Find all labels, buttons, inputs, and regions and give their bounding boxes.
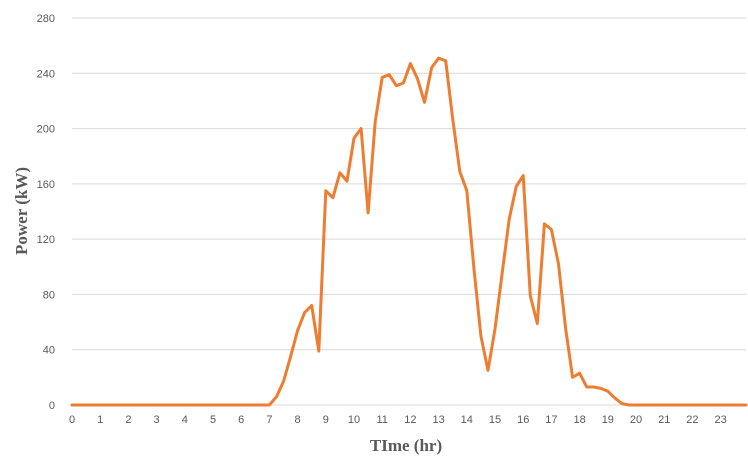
x-tick-label: 15 <box>489 414 501 426</box>
power-series-line <box>70 56 748 407</box>
y-tick-label: 280 <box>37 13 55 25</box>
x-tick-label: 16 <box>517 414 529 426</box>
x-tick-label: 3 <box>154 414 160 426</box>
x-tick-label: 13 <box>432 414 444 426</box>
x-tick-label: 23 <box>714 414 726 426</box>
x-tick-label: 10 <box>348 414 360 426</box>
y-tick-label: 40 <box>43 345 55 357</box>
y-axis-title: Power (kW) <box>12 167 31 255</box>
y-tick-label: 0 <box>49 400 55 412</box>
y-tick-label: 120 <box>37 234 55 246</box>
gridlines <box>72 17 746 406</box>
x-tick-label: 8 <box>295 414 301 426</box>
y-tick-label: 240 <box>37 68 55 80</box>
x-tick-label: 2 <box>125 414 131 426</box>
y-tick-labels: 0 40 80 120 160 200 240 280 <box>37 13 55 412</box>
x-tick-label: 19 <box>602 414 614 426</box>
x-tick-label: 17 <box>545 414 557 426</box>
x-tick-label: 5 <box>210 414 216 426</box>
x-tick-label: 9 <box>323 414 329 426</box>
x-tick-label: 1 <box>97 414 103 426</box>
x-tick-label: 6 <box>238 414 244 426</box>
x-tick-label: 14 <box>461 414 473 426</box>
x-tick-label: 7 <box>266 414 272 426</box>
y-tick-label: 160 <box>37 179 55 191</box>
x-tick-label: 21 <box>658 414 670 426</box>
x-axis-title: TIme (hr) <box>370 436 442 455</box>
x-tick-label: 20 <box>630 414 642 426</box>
x-tick-label: 12 <box>404 414 416 426</box>
x-tick-label: 0 <box>69 414 75 426</box>
x-tick-label: 22 <box>686 414 698 426</box>
x-tick-label: 18 <box>573 414 585 426</box>
x-tick-label: 11 <box>376 414 387 426</box>
x-tick-labels: 0 1 2 3 4 5 6 7 8 9 10 11 12 13 14 15 16 17 18 19 20 21 22 23 <box>69 414 727 426</box>
x-tick-label: 4 <box>182 414 188 426</box>
y-tick-label: 200 <box>37 124 55 136</box>
y-tick-label: 80 <box>43 289 55 301</box>
